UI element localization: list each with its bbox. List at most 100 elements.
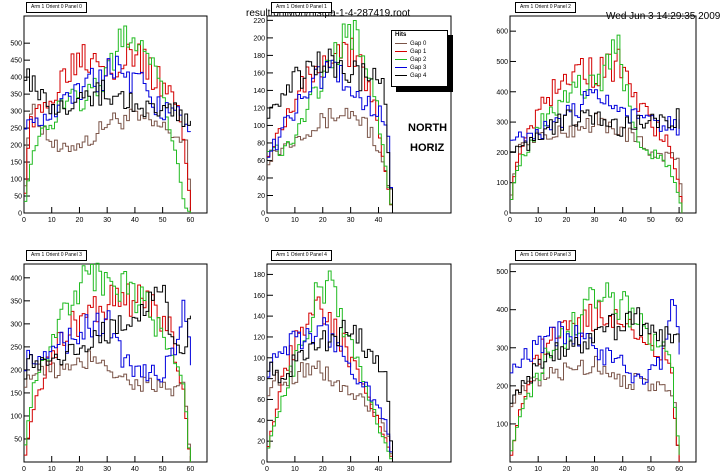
y-tick-label: 400 bbox=[10, 75, 22, 82]
legend-swatch bbox=[395, 50, 407, 52]
y-tick-label: 100 bbox=[253, 123, 265, 130]
legend-entry-gap2: Gap 2 bbox=[395, 56, 426, 64]
y-tick-label: 20 bbox=[257, 439, 265, 446]
y-tick-label: 80 bbox=[257, 140, 265, 147]
x-tick-label: 60 bbox=[186, 217, 194, 224]
x-tick-label: 30 bbox=[591, 466, 599, 473]
series-gap4 bbox=[267, 48, 393, 213]
series-gap2 bbox=[267, 270, 393, 462]
x-tick-label: 0 bbox=[508, 466, 512, 473]
legend-swatch bbox=[395, 58, 407, 60]
plot-frame bbox=[509, 15, 697, 214]
x-tick-label: 60 bbox=[675, 217, 683, 224]
x-tick-label: 0 bbox=[508, 217, 512, 224]
panel-title-4: Arm 1 Orient 0 Panel 4 bbox=[271, 250, 332, 261]
y-tick-label: 100 bbox=[253, 355, 265, 362]
series-gap4 bbox=[267, 319, 393, 462]
series-gap3 bbox=[24, 299, 191, 383]
y-tick-label: 140 bbox=[253, 88, 265, 95]
legend-entry-gap0: Gap 0 bbox=[395, 40, 426, 48]
y-tick-label: 200 bbox=[10, 143, 22, 150]
legend-swatch bbox=[395, 42, 407, 44]
y-tick-label: 500 bbox=[10, 41, 22, 48]
y-tick-label: 120 bbox=[253, 105, 265, 112]
series-gap1 bbox=[24, 283, 191, 462]
y-tick-label: 60 bbox=[257, 397, 265, 404]
legend-entry-gap3: Gap 3 bbox=[395, 64, 426, 72]
legend-label: Gap 0 bbox=[410, 41, 427, 47]
legend-label: Gap 4 bbox=[410, 73, 427, 79]
y-tick-label: 40 bbox=[257, 418, 265, 425]
y-tick-label: 200 bbox=[496, 383, 508, 390]
x-tick-label: 40 bbox=[131, 217, 139, 224]
y-tick-label: 300 bbox=[10, 321, 22, 328]
y-tick-label: 400 bbox=[10, 275, 22, 282]
y-tick-label: 450 bbox=[10, 58, 22, 65]
legend-swatch bbox=[395, 66, 407, 68]
x-tick-label: 30 bbox=[347, 466, 355, 473]
y-tick-label: 100 bbox=[10, 177, 22, 184]
y-tick-label: 50 bbox=[14, 194, 22, 201]
panel-title-1: Arm 1 Orient 0 Panel 1 bbox=[271, 2, 332, 13]
x-tick-label: 10 bbox=[291, 466, 299, 473]
x-tick-label: 40 bbox=[375, 217, 383, 224]
y-tick-label: 350 bbox=[10, 298, 22, 305]
y-tick-label: 20 bbox=[257, 193, 265, 200]
y-tick-label: 160 bbox=[253, 293, 265, 300]
y-tick-label: 60 bbox=[257, 158, 265, 165]
x-tick-label: 10 bbox=[48, 466, 56, 473]
x-tick-label: 20 bbox=[76, 466, 84, 473]
y-tick-label: 200 bbox=[496, 150, 508, 157]
y-tick-label: 220 bbox=[253, 18, 265, 25]
series-gap0 bbox=[24, 103, 191, 213]
x-tick-label: 30 bbox=[591, 217, 599, 224]
y-tick-label: 0 bbox=[261, 460, 265, 467]
timestamp: Wed Jun 3 14:29:35 2009 bbox=[606, 11, 721, 22]
y-tick-label: 100 bbox=[10, 413, 22, 420]
x-tick-label: 0 bbox=[265, 466, 269, 473]
panel-title-5: Arm 1 Orient 0 Panel 3 bbox=[515, 250, 576, 261]
legend-label: Gap 1 bbox=[410, 49, 427, 55]
legend-entry-gap4: Gap 4 bbox=[395, 72, 426, 80]
orient-label: HORIZ bbox=[410, 142, 445, 154]
x-tick-label: 0 bbox=[22, 217, 26, 224]
legend-entry-gap1: Gap 1 bbox=[395, 48, 426, 56]
y-tick-label: 150 bbox=[10, 390, 22, 397]
y-tick-label: 300 bbox=[10, 109, 22, 116]
y-tick-label: 400 bbox=[496, 89, 508, 96]
x-tick-label: 0 bbox=[265, 217, 269, 224]
x-tick-label: 20 bbox=[319, 217, 327, 224]
x-tick-label: 60 bbox=[675, 466, 683, 473]
y-tick-label: 500 bbox=[496, 59, 508, 66]
panel-title-3: Arm 1 Orient 0 Panel 3 bbox=[26, 250, 87, 261]
x-tick-label: 30 bbox=[103, 217, 111, 224]
legend-label: Gap 3 bbox=[410, 65, 427, 71]
y-tick-label: 350 bbox=[10, 92, 22, 99]
y-tick-label: 0 bbox=[261, 211, 265, 218]
x-tick-label: 20 bbox=[562, 466, 570, 473]
x-tick-label: 40 bbox=[375, 466, 383, 473]
y-tick-label: 100 bbox=[496, 421, 508, 428]
x-tick-label: 60 bbox=[186, 466, 194, 473]
legend-title: Hits bbox=[395, 32, 407, 38]
y-tick-label: 40 bbox=[257, 175, 265, 182]
y-tick-label: 400 bbox=[496, 307, 508, 314]
series-gap3 bbox=[267, 317, 393, 462]
x-tick-label: 20 bbox=[76, 217, 84, 224]
y-tick-label: 600 bbox=[496, 29, 508, 36]
series-gap4 bbox=[510, 108, 680, 153]
y-tick-label: 250 bbox=[10, 344, 22, 351]
x-tick-label: 20 bbox=[319, 466, 327, 473]
legend-swatch bbox=[395, 74, 407, 76]
y-tick-label: 300 bbox=[496, 345, 508, 352]
series-gap2 bbox=[510, 282, 680, 455]
y-tick-label: 150 bbox=[10, 160, 22, 167]
y-tick-label: 50 bbox=[14, 436, 22, 443]
x-tick-label: 10 bbox=[534, 217, 542, 224]
y-tick-label: 0 bbox=[504, 211, 508, 218]
y-tick-label: 160 bbox=[253, 70, 265, 77]
x-tick-label: 50 bbox=[647, 217, 655, 224]
x-tick-label: 10 bbox=[291, 217, 299, 224]
arm-label: NORTH bbox=[408, 122, 448, 134]
